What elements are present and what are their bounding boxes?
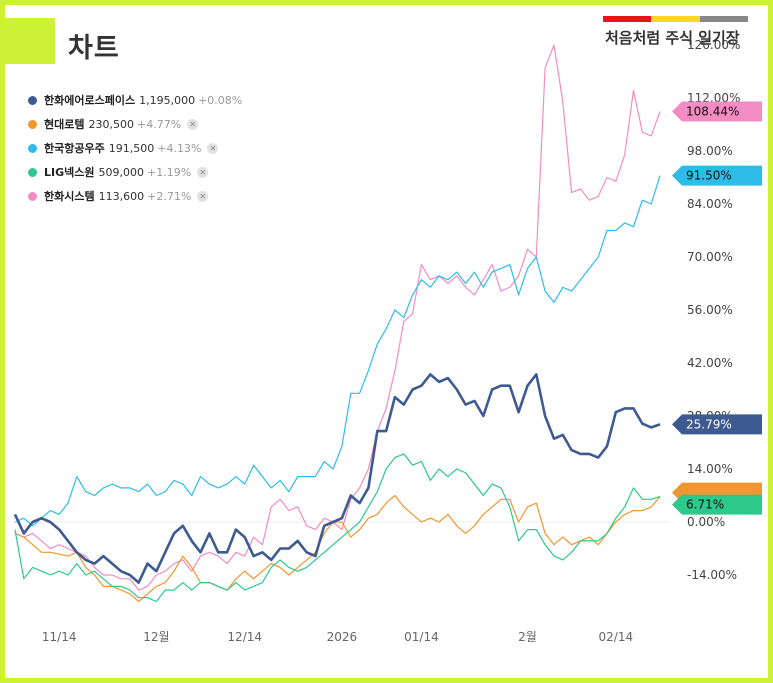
y-tick-label: 98.00%: [687, 144, 733, 158]
accent-block: [0, 18, 55, 64]
y-tick-label: 42.00%: [687, 356, 733, 370]
brand-bar-gray: [699, 16, 748, 22]
legend-change: +2.71%: [147, 189, 192, 203]
page-title: 차트: [68, 33, 120, 64]
series-line: [14, 44, 661, 591]
x-tick-label: 01/14: [404, 630, 439, 644]
series-line: [13, 373, 661, 584]
brand-bar-red: [603, 16, 652, 22]
legend-item[interactable]: 한국항공우주 191,500 +4.13% ✕: [28, 136, 242, 160]
legend-name: 한국항공우주: [44, 142, 105, 155]
legend-item[interactable]: LIG넥스원 509,000 +1.19% ✕: [28, 160, 242, 184]
series-dot-icon: [28, 95, 37, 105]
legend-name: 현대로템: [44, 118, 85, 131]
series-dot-icon: [28, 119, 37, 129]
end-value-tag-shape: [672, 101, 762, 122]
brand-bar-yellow: [651, 16, 700, 22]
end-value-tag: 108.44%: [672, 101, 762, 122]
end-value-tag-shape: [672, 494, 762, 515]
end-value-tag: 25.79%: [672, 414, 762, 435]
legend-change: +0.08%: [198, 93, 243, 107]
legend-change: +1.19%: [147, 165, 192, 179]
legend-price: 1,195,000: [139, 93, 196, 107]
end-value-tag-shape: [672, 414, 762, 435]
y-tick-label: 70.00%: [687, 250, 733, 264]
legend-item[interactable]: 현대로템 230,500 +4.77% ✕: [28, 112, 242, 136]
y-tick-label: 14.00%: [687, 462, 733, 476]
legend-change: +4.77%: [136, 117, 182, 131]
x-tick-label: 12/14: [227, 630, 262, 644]
y-tick-label: 56.00%: [687, 303, 733, 317]
x-tick-label: 02/14: [599, 630, 634, 644]
x-tick-label: 2026: [327, 630, 358, 644]
legend: 한화에어로스페이스 1,195,000 +0.08% 현대로템 230,500 …: [28, 88, 242, 208]
x-tick-label: 11/14: [42, 630, 77, 644]
legend-price: 191,500: [108, 141, 155, 155]
legend-name: 한화에어로스페이스: [44, 94, 136, 107]
legend-name: LIG넥스원: [44, 166, 95, 179]
legend-price: 230,500: [88, 117, 134, 131]
remove-series-icon[interactable]: ✕: [187, 118, 199, 130]
legend-price: 509,000: [98, 165, 145, 179]
end-value-label: 25.79%: [686, 417, 732, 431]
x-tick-label: 2월: [518, 630, 537, 644]
y-tick-label: -14.00%: [687, 568, 737, 582]
end-value-label: 91.50%: [686, 169, 732, 183]
series-line: [14, 494, 661, 603]
series-line: [14, 175, 661, 527]
remove-series-icon[interactable]: ✕: [197, 166, 209, 178]
x-tick-label: 12월: [143, 630, 169, 644]
remove-series-icon[interactable]: ✕: [197, 190, 209, 202]
remove-series-icon[interactable]: ✕: [207, 142, 219, 154]
end-value-label: 6.71%: [686, 498, 724, 512]
end-value-tag-shape: [672, 165, 762, 186]
legend-change: +4.13%: [157, 141, 202, 155]
legend-item[interactable]: 한화에어로스페이스 1,195,000 +0.08%: [28, 88, 242, 112]
y-tick-label: 0.00%: [687, 515, 725, 529]
y-tick-label: 126.00%: [687, 38, 740, 52]
brand-color-bars: [603, 16, 748, 22]
legend-name: 한화시스템: [44, 190, 95, 203]
y-tick-label: 84.00%: [687, 197, 733, 211]
series-line: [14, 453, 661, 603]
series-dot-icon: [28, 143, 37, 153]
brand-name: 처음처럼 주식 일기장: [605, 29, 740, 47]
series-dot-icon: [28, 191, 37, 201]
end-value-tag: 6.71%: [672, 494, 762, 515]
legend-item[interactable]: 한화시스템 113,600 +2.71% ✕: [28, 184, 242, 208]
end-value-tag: 91.50%: [672, 165, 762, 186]
legend-price: 113,600: [98, 189, 145, 203]
series-dot-icon: [28, 167, 37, 177]
end-value-label: 108.44%: [686, 104, 739, 118]
